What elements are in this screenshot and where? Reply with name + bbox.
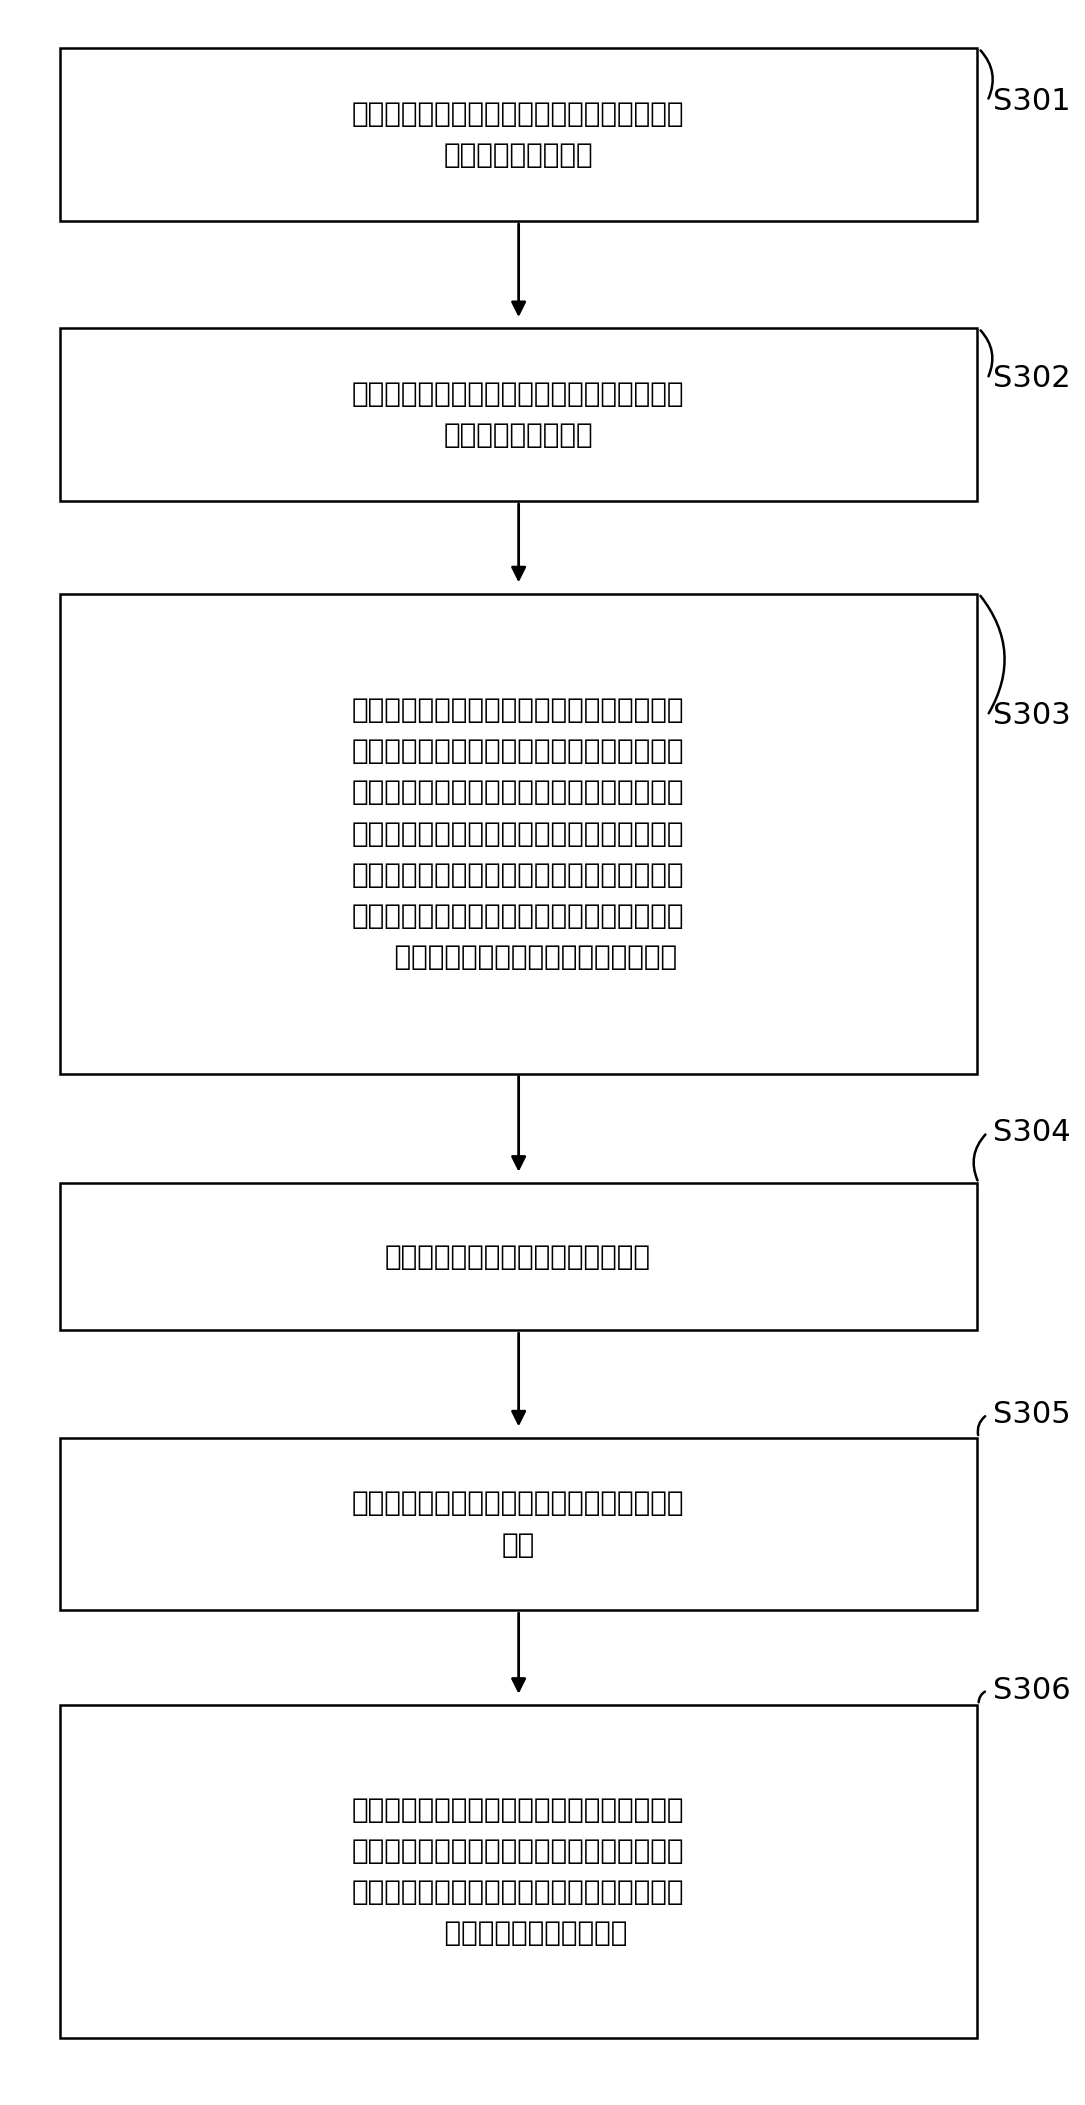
- Text: 判断终止条件是否成立，若终止条件不成立，
则跳转执行根据所述适应度函数计算各个粒子
的适应值和各个粒子的目标函数的步骤；若终
    止条件成立，则终止迭代: 判断终止条件是否成立，若终止条件不成立， 则跳转执行根据所述适应度函数计算各个粒…: [352, 1796, 685, 1947]
- Text: 调整各个粒子的位置向量和速度向量: 调整各个粒子的位置向量和速度向量: [385, 1242, 651, 1271]
- Text: 对于每个粒子，将粒子的适应值和粒子所经历
过的最优位置进行比较；若粒子的适应值优于
粒子所经历过的最优位置，则将粒子的适应值
作为粒子当前的最优位置，并将粒子的: 对于每个粒子，将粒子的适应值和粒子所经历 过的最优位置进行比较；若粒子的适应值优…: [352, 697, 685, 970]
- Text: S306: S306: [993, 1676, 1071, 1705]
- FancyBboxPatch shape: [60, 1438, 976, 1610]
- FancyBboxPatch shape: [60, 48, 976, 221]
- Text: S303: S303: [993, 701, 1071, 730]
- Text: 对所有粒子进行初始化处理，设置各个粒子的
初始位置和初始速度: 对所有粒子进行初始化处理，设置各个粒子的 初始位置和初始速度: [352, 101, 685, 168]
- Text: S304: S304: [993, 1118, 1071, 1147]
- Text: 根据所述适应度函数计算各个粒子的适应值和
各个粒子的目标函数: 根据所述适应度函数计算各个粒子的适应值和 各个粒子的目标函数: [352, 381, 685, 448]
- FancyBboxPatch shape: [60, 1705, 976, 2038]
- FancyBboxPatch shape: [60, 328, 976, 501]
- Text: S301: S301: [993, 86, 1071, 116]
- Text: S305: S305: [993, 1400, 1071, 1429]
- Text: 将新粒子加入到种群中，计算新粒子的适应度
函数: 将新粒子加入到种群中，计算新粒子的适应度 函数: [352, 1490, 685, 1558]
- Text: S302: S302: [993, 364, 1071, 394]
- FancyBboxPatch shape: [60, 1183, 976, 1330]
- FancyBboxPatch shape: [60, 594, 976, 1074]
